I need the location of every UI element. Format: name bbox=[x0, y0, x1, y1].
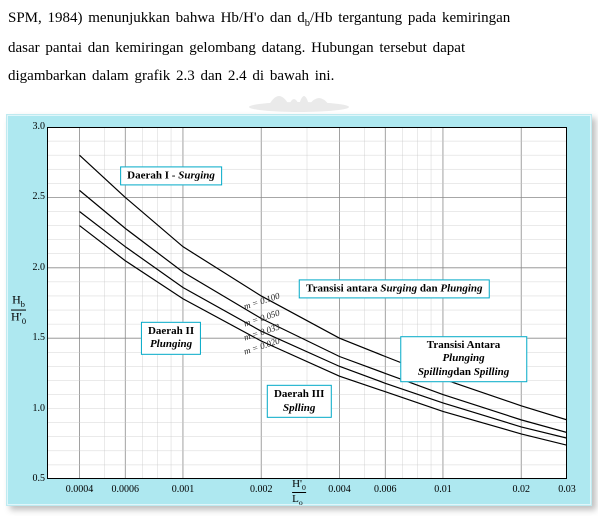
x-tick: 0.002 bbox=[250, 484, 273, 495]
y-tick: 2.5 bbox=[21, 191, 45, 202]
y-tick: 1.0 bbox=[21, 403, 45, 414]
x-tick: 0.02 bbox=[512, 484, 530, 495]
x-tick: 0.0006 bbox=[112, 484, 140, 495]
y-tick: 0.5 bbox=[21, 473, 45, 484]
para-line1-pre: SPM, 1984) menunjukkan bahwa Hb/H'o dan … bbox=[8, 10, 305, 26]
callout-trans1: Transisi antara Surging dan Plunging bbox=[299, 279, 490, 298]
x-tick: 0.004 bbox=[328, 484, 351, 495]
callout-daerah3: Daerah IIISplling bbox=[267, 385, 331, 417]
x-axis-label: H'0 Lo bbox=[292, 478, 306, 507]
y-axis-label: Hb H'0 bbox=[11, 294, 26, 325]
para-line3: digambarkan dalam grafik 2.3 dan 2.4 di … bbox=[8, 68, 334, 84]
breaker-height-chart: Hb H'0 H'0 Lo 0.5 1.0 1.5 2.0 2.5 3.0 0.0004 0.… bbox=[6, 114, 592, 506]
para-line1-post: /Hb tergantung pada kemiringan bbox=[310, 10, 510, 26]
x-tick: 0.01 bbox=[434, 484, 452, 495]
y-tick: 1.5 bbox=[21, 332, 45, 343]
callout-daerah2: Daerah IIPlunging bbox=[141, 322, 201, 354]
x-tick: 0.006 bbox=[374, 484, 397, 495]
callout-trans2: Transisi Antara PlungingSpillingdan Spil… bbox=[400, 336, 527, 382]
para-line2: dasar pantai dan kemiringan gelombang da… bbox=[8, 40, 465, 56]
y-tick: 3.0 bbox=[21, 121, 45, 132]
body-paragraph: SPM, 1984) menunjukkan bahwa Hb/H'o dan … bbox=[0, 0, 598, 91]
y-tick: 2.0 bbox=[21, 262, 45, 273]
x-tick: 0.0004 bbox=[66, 484, 94, 495]
x-tick: 0.03 bbox=[558, 484, 576, 495]
x-tick: 0.001 bbox=[172, 484, 195, 495]
callout-daerah1: Daerah I - Surging bbox=[120, 167, 222, 186]
